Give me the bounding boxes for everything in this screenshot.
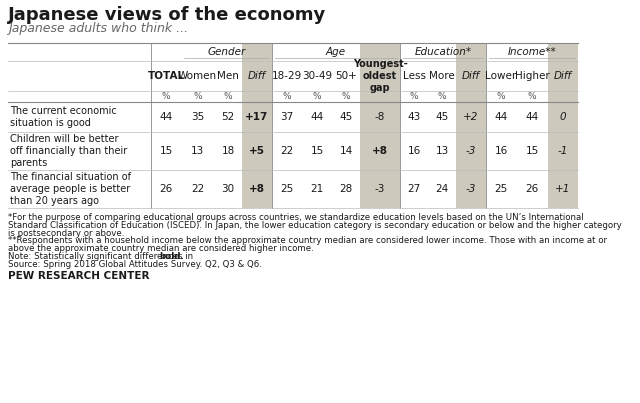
Text: 30-49: 30-49 xyxy=(302,71,332,81)
Text: 22: 22 xyxy=(280,146,294,156)
Text: **Respondents with a household income below the approximate country median are c: **Respondents with a household income be… xyxy=(8,237,607,245)
Text: 18: 18 xyxy=(221,146,235,156)
Text: Less: Less xyxy=(403,71,426,81)
Bar xyxy=(360,43,400,208)
Bar xyxy=(548,43,578,208)
Text: Youngest-
oldest
gap: Youngest- oldest gap xyxy=(353,59,408,93)
Text: bold.: bold. xyxy=(159,252,184,261)
Text: Japanese adults who think ...: Japanese adults who think ... xyxy=(8,22,188,35)
Text: 43: 43 xyxy=(408,112,420,122)
Text: 26: 26 xyxy=(525,184,539,194)
Text: %: % xyxy=(438,92,446,101)
Text: 52: 52 xyxy=(221,112,235,122)
Text: -3: -3 xyxy=(375,184,385,194)
Text: 13: 13 xyxy=(191,146,204,156)
Text: %: % xyxy=(224,92,232,101)
Text: 44: 44 xyxy=(310,112,324,122)
Text: -8: -8 xyxy=(375,112,385,122)
Text: 35: 35 xyxy=(191,112,204,122)
Text: Diff: Diff xyxy=(554,71,572,81)
Text: Children will be better
off financially than their
parents: Children will be better off financially … xyxy=(10,134,127,168)
Text: 28: 28 xyxy=(339,184,353,194)
Text: 37: 37 xyxy=(280,112,294,122)
Text: More: More xyxy=(429,71,455,81)
Text: %: % xyxy=(528,92,536,101)
Text: %: % xyxy=(410,92,419,101)
Text: +5: +5 xyxy=(249,146,265,156)
Text: 18-29: 18-29 xyxy=(272,71,302,81)
Text: 14: 14 xyxy=(339,146,353,156)
Bar xyxy=(456,43,486,208)
Text: Diff: Diff xyxy=(248,71,266,81)
Text: Income**: Income** xyxy=(508,47,556,57)
Text: Source: Spring 2018 Global Attitudes Survey. Q2, Q3 & Q6.: Source: Spring 2018 Global Attitudes Sur… xyxy=(8,260,262,269)
Text: 16: 16 xyxy=(494,146,508,156)
Text: 25: 25 xyxy=(280,184,294,194)
Text: 24: 24 xyxy=(435,184,449,194)
Text: Age: Age xyxy=(326,47,346,57)
Text: 27: 27 xyxy=(408,184,420,194)
Bar xyxy=(242,43,272,208)
Text: 22: 22 xyxy=(191,184,204,194)
Text: Women: Women xyxy=(178,71,217,81)
Text: +17: +17 xyxy=(245,112,269,122)
Text: -3: -3 xyxy=(466,146,476,156)
Text: 45: 45 xyxy=(339,112,353,122)
Text: 16: 16 xyxy=(408,146,420,156)
Text: 45: 45 xyxy=(435,112,449,122)
Text: +8: +8 xyxy=(249,184,265,194)
Text: +1: +1 xyxy=(556,184,571,194)
Text: 26: 26 xyxy=(159,184,173,194)
Text: %: % xyxy=(497,92,506,101)
Text: Note: Statistically significant differences in: Note: Statistically significant differen… xyxy=(8,252,196,261)
Text: +2: +2 xyxy=(463,112,479,122)
Text: Men: Men xyxy=(217,71,239,81)
Text: 0: 0 xyxy=(560,112,566,122)
Text: is postsecondary or above.: is postsecondary or above. xyxy=(8,229,124,238)
Text: 15: 15 xyxy=(310,146,324,156)
Text: TOTAL: TOTAL xyxy=(147,71,184,81)
Text: Standard Classification of Education (ISCED). In Japan, the lower education cate: Standard Classification of Education (IS… xyxy=(8,221,621,230)
Text: 50+: 50+ xyxy=(335,71,357,81)
Text: Diff: Diff xyxy=(462,71,480,81)
Text: The current economic
situation is good: The current economic situation is good xyxy=(10,106,116,128)
Text: 13: 13 xyxy=(435,146,449,156)
Text: Higher: Higher xyxy=(515,71,549,81)
Text: above the approximate country median are considered higher income.: above the approximate country median are… xyxy=(8,244,314,253)
Text: Japanese views of the economy: Japanese views of the economy xyxy=(8,6,326,24)
Text: %: % xyxy=(162,92,170,101)
Text: 15: 15 xyxy=(159,146,173,156)
Text: *For the purpose of comparing educational groups across countries, we standardiz: *For the purpose of comparing educationa… xyxy=(8,213,584,222)
Text: %: % xyxy=(313,92,321,101)
Text: Gender: Gender xyxy=(207,47,246,57)
Text: 21: 21 xyxy=(310,184,324,194)
Text: %: % xyxy=(283,92,291,101)
Text: 30: 30 xyxy=(221,184,235,194)
Text: +8: +8 xyxy=(372,146,388,156)
Text: %: % xyxy=(193,92,202,101)
Text: The financial situation of
average people is better
than 20 years ago: The financial situation of average peopl… xyxy=(10,172,131,206)
Text: %: % xyxy=(342,92,350,101)
Text: Lower: Lower xyxy=(485,71,516,81)
Text: 25: 25 xyxy=(494,184,508,194)
Text: 44: 44 xyxy=(525,112,539,122)
Text: -3: -3 xyxy=(466,184,476,194)
Text: 15: 15 xyxy=(525,146,539,156)
Text: 44: 44 xyxy=(159,112,173,122)
Text: -1: -1 xyxy=(558,146,568,156)
Text: Education*: Education* xyxy=(415,47,472,57)
Text: PEW RESEARCH CENTER: PEW RESEARCH CENTER xyxy=(8,270,150,280)
Text: 44: 44 xyxy=(494,112,508,122)
